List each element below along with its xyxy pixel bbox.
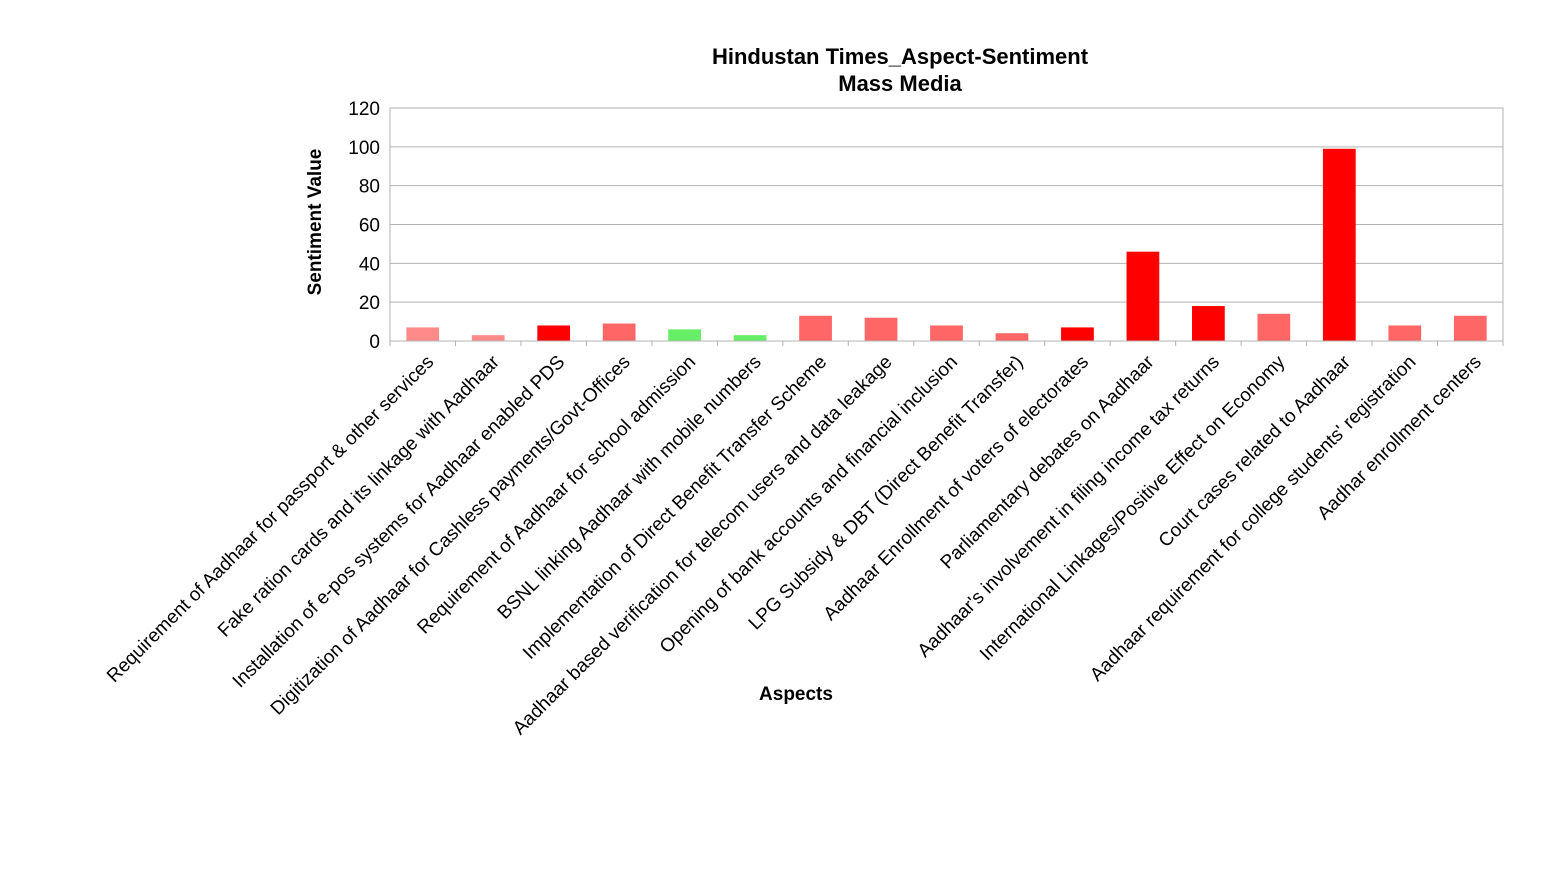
y-tick-label: 80 bbox=[359, 177, 380, 198]
x-tick-label: Aadhaar's involvement in filing income t… bbox=[914, 352, 1224, 662]
bar bbox=[1453, 315, 1487, 341]
y-tick-label: 20 bbox=[359, 293, 380, 314]
bar bbox=[995, 333, 1029, 341]
bar bbox=[733, 335, 767, 341]
y-tick-label: 0 bbox=[369, 332, 380, 353]
x-tick-label: Implementation of Direct Benefit Transfe… bbox=[519, 352, 831, 664]
bar bbox=[668, 329, 701, 341]
x-axis-ticks: Requirement of Aadhaar for passport & ot… bbox=[103, 341, 1504, 739]
y-tick-label: 60 bbox=[359, 216, 380, 237]
bar bbox=[1192, 306, 1225, 341]
bar bbox=[1322, 148, 1356, 341]
bar bbox=[537, 325, 571, 341]
bar bbox=[1126, 251, 1160, 341]
bar bbox=[471, 335, 505, 341]
bar bbox=[406, 327, 440, 341]
chart-subtitle: Mass Media bbox=[838, 71, 962, 96]
y-tick-label: 40 bbox=[359, 254, 380, 275]
x-tick-label: Opening of bank accounts and financial i… bbox=[656, 352, 962, 658]
y-tick-label: 120 bbox=[348, 99, 380, 120]
y-axis-title: Sentiment Value bbox=[305, 149, 326, 296]
bar bbox=[1257, 313, 1291, 341]
x-axis-title: Aspects bbox=[759, 684, 833, 705]
bar bbox=[602, 323, 636, 341]
chart-title: Hindustan Times_Aspect-Sentiment bbox=[712, 44, 1089, 69]
bar bbox=[799, 315, 832, 341]
bar bbox=[864, 317, 898, 341]
y-tick-label: 100 bbox=[348, 138, 380, 159]
bar bbox=[1061, 327, 1094, 341]
x-tick-label: International Linkages/Positive Effect o… bbox=[976, 351, 1290, 665]
y-axis-ticks: 0 20 40 60 80 100 120 bbox=[348, 99, 380, 353]
plot-frame bbox=[389, 107, 1504, 342]
bar bbox=[1388, 325, 1422, 341]
bars bbox=[406, 148, 1487, 341]
bar bbox=[930, 325, 963, 341]
